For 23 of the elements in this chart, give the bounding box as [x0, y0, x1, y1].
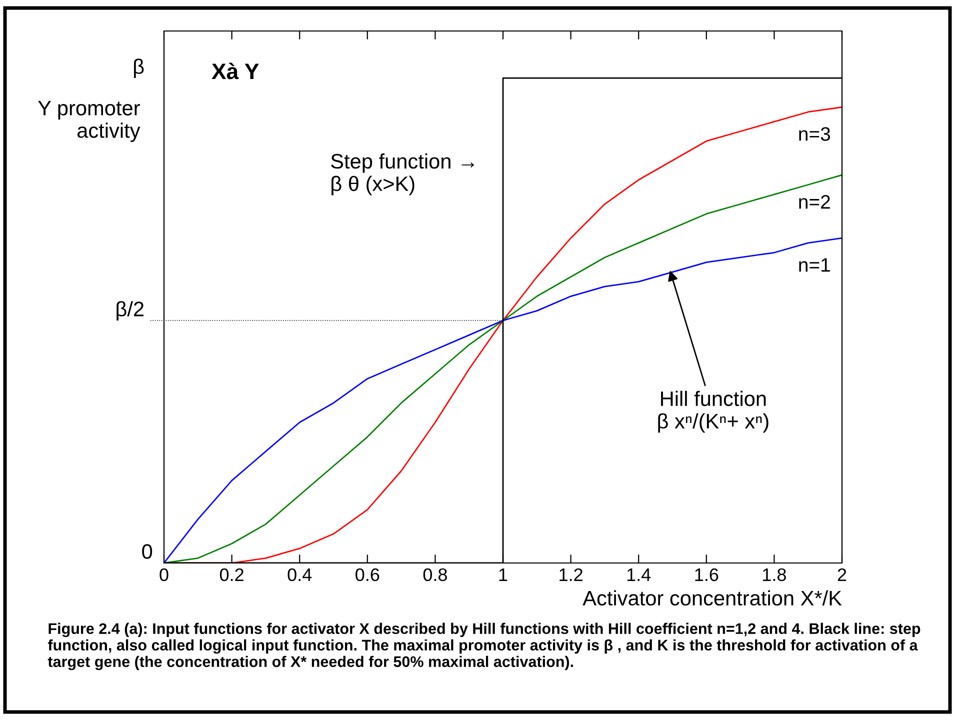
x-tick-label: 1: [499, 568, 508, 581]
x-tick-label: 1.2: [560, 568, 582, 581]
chart-title: Xà Y: [212, 62, 259, 80]
x-tick-label: 0.2: [220, 568, 244, 582]
x-tick-label: 0.6: [356, 568, 380, 582]
x-tick-label: 1.6: [695, 568, 718, 582]
x-tick-label: 1.4: [627, 568, 651, 581]
series-label: n=2: [799, 194, 830, 209]
text: 0: [142, 544, 152, 559]
caption: Figure 2.4 (a): Input functions for activator X described by Hill functions with Hill coefficient n=1,2 and 4. Black line: step function, also called logical input function. The maximal promoter activity is β , and K is the threshold for activation of a target gene (the concentration of X* needed for 50% maximal activation).: [48, 622, 920, 670]
text: β: [134, 58, 144, 78]
x-tick-label: 2: [838, 568, 846, 581]
series-label: n=3: [799, 127, 830, 141]
x-axis-title: Activator concentration X*/K: [582, 590, 842, 606]
x-tick-label: 0.8: [423, 568, 447, 582]
series-label: n=1: [799, 258, 830, 272]
annotation: Hill function β xⁿ/(Kⁿ+ xⁿ): [658, 390, 768, 433]
y-axis-title: Y promoter activity: [38, 100, 140, 142]
annotation: Step function → β θ (x>K): [331, 153, 474, 196]
x-tick-label: 0.4: [288, 568, 312, 582]
x-tick-label: 1.8: [763, 568, 786, 582]
ref-line-label: β/2: [116, 301, 144, 321]
x-tick-label: 0: [160, 568, 168, 582]
